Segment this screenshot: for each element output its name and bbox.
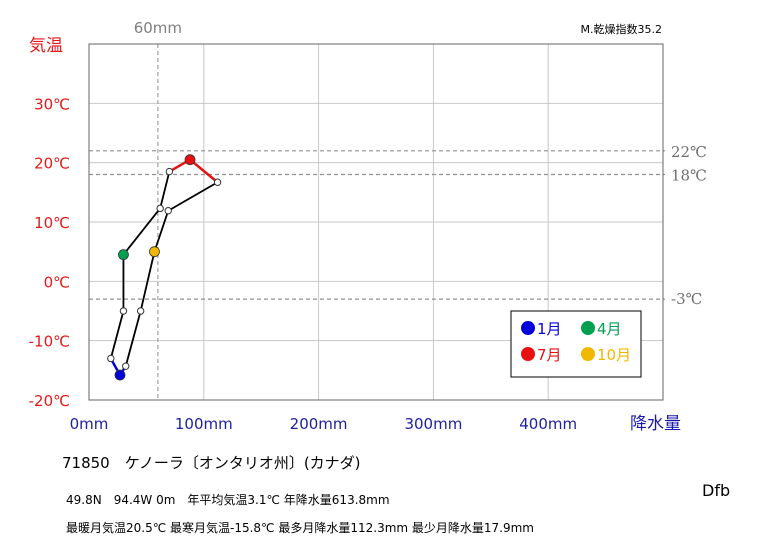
curve-segment [122,207,162,256]
x-tick-label: 400mm [519,415,577,433]
reference-lines: 60mm 22℃ 18℃ -3℃ [89,19,707,400]
month-point-6 [165,167,174,176]
month-points [107,154,222,381]
curve-segment [124,310,142,368]
month-point-2 [107,354,115,363]
tick-labels: 0mm 100mm 200mm 300mm 400mm -20℃ -10℃ 0℃ 10℃ 20℃ 3… [29,95,577,433]
curve-segment [139,250,156,312]
curve-segment [188,158,219,184]
month-point-3 [119,307,128,315]
month-point-1 [114,369,126,381]
legend-marker [521,321,535,335]
month-point-12 [122,362,130,370]
curve-segment [109,310,125,360]
x-tick-label: 100mm [175,415,233,433]
climate-curve [109,158,219,377]
legend-marker [581,321,595,335]
station-title: 71850 ケノーラ〔オンタリオ州〕(カナダ) [62,454,361,472]
x-tick-label: 0mm [70,415,109,433]
temp-reference-label: 22℃ [671,143,707,161]
legend-label: 1月 [537,320,562,338]
x-axis-label: 降水量 [630,414,681,434]
curve-segment [167,181,219,212]
month-point-5 [156,204,164,213]
y-tick-label: 0℃ [44,273,70,291]
aridity-index-label: M.乾燥指数35.2 [581,22,662,36]
climate-classification: Dfb [702,481,731,500]
month-point-7 [184,154,196,166]
month-point-10 [149,246,160,258]
temp-reference-label: -3℃ [671,290,702,308]
legend-label: 10月 [597,346,631,364]
x-tick-label: 300mm [404,415,462,433]
curve-segment [159,170,171,210]
legend: 1月 4月 7月 10月 [510,310,642,378]
month-point-11 [136,307,145,315]
y-axis-label: 気温 [29,36,63,56]
y-tick-label: 10℃ [34,214,70,232]
month-point-9 [164,207,172,215]
station-info-line-2: 最暖月気温20.5℃ 最寒月気温-15.8℃ 最多月降水量112.3mm 最少月… [66,521,534,535]
precip-reference-label: 60mm [134,19,182,37]
x-tick-label: 200mm [290,415,348,433]
grid-layer [89,44,663,400]
legend-label: 7月 [537,346,562,364]
legend-marker [521,347,535,361]
y-tick-label: -10℃ [29,333,70,351]
legend-label: 4月 [597,320,622,338]
legend-marker [581,347,595,361]
temp-reference-label: 18℃ [671,167,707,185]
y-tick-label: 20℃ [34,155,70,173]
curve-segment [153,209,170,253]
plot-frame [88,43,664,401]
y-tick-label: 30℃ [34,95,70,113]
legend-box [510,310,642,378]
y-tick-label: -20℃ [29,392,70,410]
station-info-line-1: 49.8N 94.4W 0m 年平均気温3.1℃ 年降水量613.8mm [66,493,390,507]
month-point-8 [213,178,222,186]
month-point-4 [118,249,129,261]
